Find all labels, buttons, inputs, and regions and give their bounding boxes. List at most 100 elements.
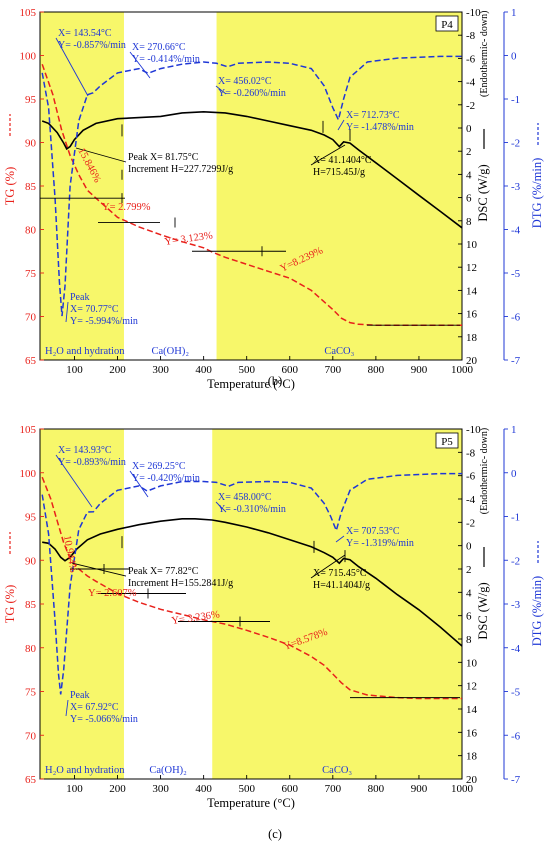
annotation-pointer [75,147,127,163]
annotation-text: X= 270.66°C [132,42,186,53]
annotation-text: Peak X= 77.82°C [128,566,199,577]
y-right2-tick-label: -6 [511,312,521,324]
x-tick-label: 900 [411,783,428,795]
y-right1-tick-label: 2 [466,146,472,158]
annotation-pointer [215,85,227,95]
y-right1-tick-label: 6 [466,193,472,205]
x-tick-label: 700 [325,364,342,376]
x-tick-label: 400 [195,783,212,795]
y-right1-tick-label: -6 [466,53,476,65]
annotation-text: Y= -5.994%/min [70,316,138,327]
annotation: X= 269.25°CY= -0.420%/min [129,461,200,498]
annotation-pointer [65,699,69,717]
y-right1-tick-label: 0 [466,541,472,553]
x-tick-label: 100 [66,783,83,795]
series-dtg-line [41,472,462,695]
y-right1-tick-label: 8 [466,216,472,228]
annotation-text: Increment H=227.7299J/g [128,164,233,175]
y-right2-tick-label: 1 [511,424,517,436]
annotation-text: H=715.45J/g [313,167,365,178]
x-tick-label: 200 [109,364,126,376]
y-right2-tick-label: -4 [511,643,521,655]
x-tick-label: 800 [368,783,385,795]
y-right1-tick-label: 14 [466,285,478,297]
x-tick-label: 300 [152,364,169,376]
series-dsc-line [42,518,463,647]
y-right2-label: DTG (%/min) [530,158,544,228]
y-right1-tick-label: 8 [466,634,472,646]
zone-label: H₂O and hydration [45,346,125,357]
y-right1-tick-label: 18 [466,332,478,344]
y-left-tick-label: 100 [20,51,37,63]
zone-label: CaCO₃ [324,346,354,357]
annotation-pointer [129,470,149,498]
annotation-text: X= 67.92°C [70,702,119,713]
annotation-text: Peak [70,690,89,701]
panel-label-box [435,15,459,32]
y-left-tick-label: 90 [25,555,37,567]
y-right1-tick-label: 10 [466,239,478,251]
y-right2-tick-label: 0 [511,468,517,480]
y-right1-tick-label: 12 [466,681,477,693]
annotation: Y= 2.607% [88,588,137,599]
y-right2-tick-label: -5 [511,687,521,699]
y-left-tick-label: 70 [25,730,37,742]
annotation: X= 715.45°CH=41.1404J/g [310,554,370,591]
y-left-tick-label: 70 [25,312,37,324]
y-right1-tick-label: 4 [466,169,472,181]
y-right2-label: DTG (%/min) [530,576,544,646]
y-left-tick-label: 95 [25,512,37,524]
annotation-pointer [55,37,89,97]
y-left-tick-label: 75 [25,687,37,699]
annotation-text: X= 269.25°C [132,461,186,472]
y-right1-tick-label: 20 [466,355,478,367]
annotation-text: Y= -1.478%/min [346,122,414,133]
y-left-tick-label: 80 [25,225,37,237]
y-left-tick-label: 100 [20,468,37,480]
x-tick-label: 500 [238,783,255,795]
annotation-text: Y= -5.066%/min [70,714,138,725]
annotation-text: Peak X= 81.75°C [128,152,199,163]
x-tick-label: 600 [282,364,299,376]
y-right1-label: DSC (W/g) [476,582,490,639]
annotation: X= 143.93°CY= -0.893%/min [55,445,126,508]
y-right2-tick-label: -7 [511,774,521,786]
y-right1-note: (Endothermic- down) [479,11,490,97]
y-left-tick-label: 105 [20,7,37,19]
annotation: X= 458.00°CY= -0.310%/min [215,492,286,515]
y-left-label: TG (%) [3,167,17,206]
y-right2-tick-label: 1 [511,7,517,19]
x-tick-label: 500 [238,364,255,376]
annotation-pointer [335,535,345,543]
y-left-tick-label: 75 [25,268,37,280]
y-right2-tick-label: 0 [511,51,517,63]
y-right1-tick-label: -2 [466,100,475,112]
series-dtg-line [41,55,462,317]
series-tg-line [41,476,462,700]
chart-panel-p5: H₂O and hydration Ca(OH)₂ CaCO₃ X= 143.93°C… [3,424,544,841]
annotation: X= 712.73°CY= -1.478%/min [337,110,414,133]
annotation-text: Y= -0.420%/min [132,473,200,484]
chart-panel-p4: H₂O and hydration Ca(OH)₂ CaCO₃ X= 143.54°C… [3,7,544,391]
annotation-text: Peak [70,292,89,303]
tg-step-label: Y= 2.799% [102,202,151,213]
y-right1-tick-label: 10 [466,657,478,669]
annotation-text: Y= -0.414%/min [132,54,200,65]
y-right2-tick-label: -6 [511,730,521,742]
zone-band [40,429,124,779]
annotation-pointer [337,119,345,131]
y-right1-tick-label: 12 [466,262,477,274]
annotation-text: X= 70.77°C [70,304,119,315]
y-right2-tick-label: -2 [511,138,520,150]
annotation: Y= 2.799% [102,202,151,213]
zone-label: H₂O and hydration [45,765,125,776]
panel-caption: (c) [268,827,282,841]
annotation-pointer [55,454,93,508]
x-axis-label: Temperature (°C) [207,377,295,391]
annotation-text: Y= -0.857%/min [58,40,126,51]
y-right1-tick-label: -10 [466,424,481,436]
y-right1-tick-label: -8 [466,447,476,459]
